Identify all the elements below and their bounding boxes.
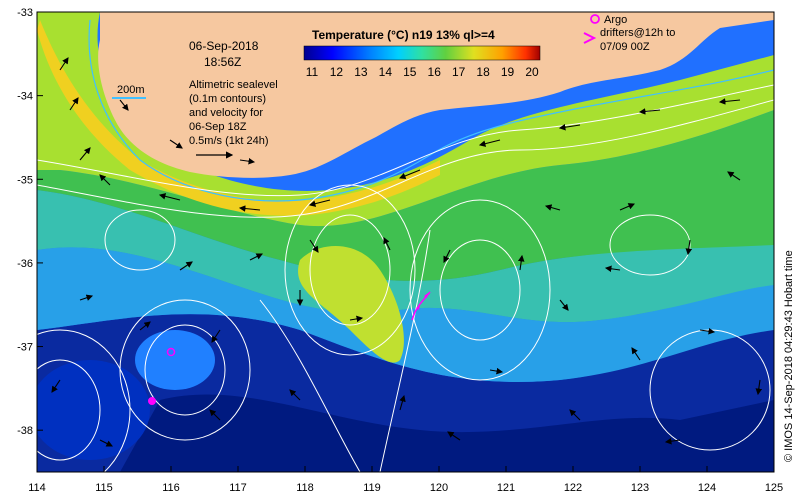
- colorbar-tick-label: 20: [525, 65, 539, 79]
- colorbar-tick-label: 19: [501, 65, 515, 79]
- map-time: 18:56Z: [204, 55, 241, 69]
- colorbar-tick-label: 13: [354, 65, 368, 79]
- argo-legend-line2: drifters@12h to: [600, 27, 675, 39]
- argo-legend-line3: 07/09 00Z: [600, 41, 650, 53]
- lon-tick-label: 115: [95, 482, 113, 494]
- colorbar-ticks: 11 12 13 14 15 16 17 18 19 20: [306, 65, 539, 79]
- argo-legend-title: Argo: [604, 14, 627, 26]
- lon-tick-label: 123: [631, 482, 649, 494]
- lon-tick-label: 124: [698, 482, 716, 494]
- lon-tick-label: 125: [765, 482, 783, 494]
- sealevel-contours: [37, 84, 774, 472]
- velocity-arrows: [51, 57, 763, 447]
- lon-tick-label: 119: [363, 482, 381, 494]
- lat-tick-label: -38: [17, 425, 33, 437]
- isobath-legend-label: 200m: [117, 84, 145, 96]
- plot-frame: [36, 11, 775, 473]
- lat-tick-label: -34: [17, 91, 33, 103]
- lat-tick-label: -35: [17, 174, 33, 186]
- altimetry-line2: (0.1m contours): [189, 93, 266, 105]
- altimetry-line1: Altimetric sealevel: [189, 79, 278, 91]
- lon-tick-label: 117: [229, 482, 247, 494]
- colorbar-tick-label: 11: [306, 65, 319, 79]
- argo-drifters: [148, 291, 431, 405]
- latitude-axis: -33 -34 -35 -36 -37 -38: [17, 7, 43, 437]
- argo-legend-marker: [590, 14, 600, 24]
- altimetry-line4: 06-Sep 18Z: [189, 121, 247, 133]
- colorbar-title: Temperature (°C) n19 13% ql>=4: [312, 28, 495, 42]
- lon-tick-label: 118: [296, 482, 314, 494]
- colorbar-tick-label: 14: [379, 65, 393, 79]
- land-mass: [98, 12, 774, 178]
- colorbar-tick-label: 18: [476, 65, 490, 79]
- colorbar-tick-label: 12: [330, 65, 344, 79]
- altimetry-line5: 0.5m/s (1kt 24h): [189, 135, 268, 147]
- isobath-200m: [88, 19, 774, 202]
- lat-tick-label: -37: [17, 342, 33, 354]
- colorbar: [303, 45, 541, 61]
- argo-float-marker: [166, 347, 176, 357]
- longitude-axis: 114 115 116 117 118 119 120 121 122 123 124 125: [28, 466, 783, 494]
- credit-text: © IMOS 14-Sep-2018 04:29:43 Hobart time: [783, 250, 795, 462]
- colorbar-tick-label: 15: [403, 65, 417, 79]
- map-date: 06-Sep-2018: [189, 39, 259, 53]
- lon-tick-label: 121: [497, 482, 515, 494]
- colorbar-tick-label: 16: [428, 65, 442, 79]
- drifter-legend-icon: [583, 32, 597, 44]
- lat-tick-label: -36: [17, 258, 33, 270]
- lon-tick-label: 122: [564, 482, 582, 494]
- lon-tick-label: 114: [28, 482, 46, 494]
- lon-tick-label: 116: [162, 482, 180, 494]
- lat-tick-label: -33: [17, 7, 33, 19]
- altimetry-line3: and velocity for: [189, 107, 263, 119]
- argo-float-marker: [148, 397, 156, 405]
- lon-tick-label: 120: [430, 482, 448, 494]
- colorbar-tick-label: 17: [452, 65, 466, 79]
